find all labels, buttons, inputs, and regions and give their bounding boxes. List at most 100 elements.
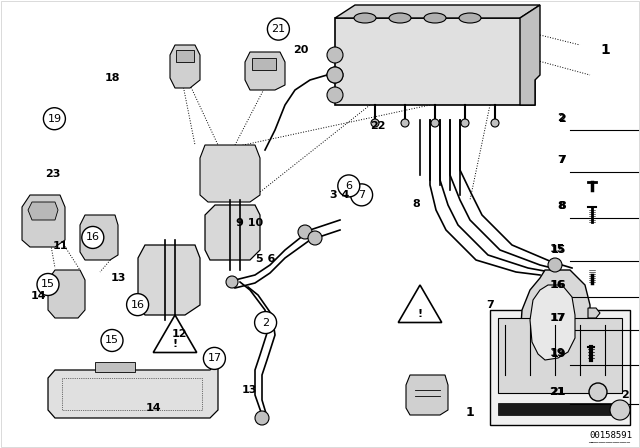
Text: 12: 12 xyxy=(172,329,187,339)
Text: 2: 2 xyxy=(557,113,565,123)
Polygon shape xyxy=(335,5,540,18)
Text: 19: 19 xyxy=(47,114,61,124)
Polygon shape xyxy=(48,362,218,418)
Text: 21: 21 xyxy=(550,387,565,397)
Circle shape xyxy=(548,258,562,272)
Circle shape xyxy=(298,225,312,239)
Text: 7: 7 xyxy=(558,155,566,165)
Bar xyxy=(62,378,202,410)
Text: 16: 16 xyxy=(86,233,100,242)
Circle shape xyxy=(44,108,65,130)
Text: 00158591: 00158591 xyxy=(589,431,632,440)
Circle shape xyxy=(327,67,343,83)
Polygon shape xyxy=(398,285,442,323)
Text: 2: 2 xyxy=(262,318,269,327)
Polygon shape xyxy=(22,195,65,247)
Text: 13: 13 xyxy=(242,385,257,395)
Polygon shape xyxy=(588,308,600,318)
Polygon shape xyxy=(245,52,285,90)
Circle shape xyxy=(255,411,269,425)
Circle shape xyxy=(589,383,607,401)
Polygon shape xyxy=(406,375,448,415)
Bar xyxy=(252,58,276,70)
Text: 13: 13 xyxy=(111,273,126,283)
Circle shape xyxy=(327,47,343,63)
Text: 21: 21 xyxy=(550,387,566,397)
Circle shape xyxy=(101,329,123,352)
Text: 21: 21 xyxy=(271,24,285,34)
Circle shape xyxy=(37,273,59,296)
Text: 8: 8 xyxy=(412,199,420,209)
Text: 14: 14 xyxy=(146,403,161,413)
Bar xyxy=(176,50,194,62)
Text: 8: 8 xyxy=(557,201,565,211)
Polygon shape xyxy=(28,202,58,220)
Circle shape xyxy=(371,119,379,127)
Text: 15: 15 xyxy=(550,245,566,255)
Circle shape xyxy=(491,119,499,127)
Circle shape xyxy=(204,347,225,370)
Text: 20: 20 xyxy=(293,45,308,55)
Text: 2: 2 xyxy=(621,390,629,400)
Text: ____________: ____________ xyxy=(588,437,630,443)
Text: 17: 17 xyxy=(550,313,565,323)
Circle shape xyxy=(226,276,238,288)
Polygon shape xyxy=(138,245,200,315)
Polygon shape xyxy=(200,145,260,202)
Circle shape xyxy=(308,231,322,245)
Circle shape xyxy=(127,293,148,316)
Text: 15: 15 xyxy=(105,336,119,345)
Text: 17: 17 xyxy=(550,313,566,323)
Bar xyxy=(498,318,622,393)
Text: 1: 1 xyxy=(600,43,610,57)
Text: 8: 8 xyxy=(558,201,566,211)
Text: 11: 11 xyxy=(53,241,68,250)
Circle shape xyxy=(461,119,469,127)
Text: 23: 23 xyxy=(45,169,60,179)
Ellipse shape xyxy=(354,13,376,23)
Ellipse shape xyxy=(459,13,481,23)
Text: 16: 16 xyxy=(131,300,145,310)
Text: 7: 7 xyxy=(358,190,365,200)
Text: 7: 7 xyxy=(557,155,565,165)
Text: 7: 7 xyxy=(486,300,494,310)
Polygon shape xyxy=(520,270,590,375)
Bar xyxy=(498,403,622,415)
Text: 6: 6 xyxy=(346,181,352,191)
Text: 15: 15 xyxy=(41,280,55,289)
Ellipse shape xyxy=(389,13,411,23)
Polygon shape xyxy=(48,270,85,318)
Polygon shape xyxy=(153,315,196,353)
Text: !: ! xyxy=(417,309,422,319)
Text: !: ! xyxy=(172,339,177,349)
Text: 19: 19 xyxy=(549,348,565,358)
Text: 19: 19 xyxy=(550,349,566,359)
Text: 17: 17 xyxy=(207,353,221,363)
Polygon shape xyxy=(335,18,535,105)
Polygon shape xyxy=(80,215,118,260)
Text: 16: 16 xyxy=(549,280,565,290)
Text: 14: 14 xyxy=(31,291,46,301)
Circle shape xyxy=(327,87,343,103)
Text: 9 10: 9 10 xyxy=(236,218,263,228)
Text: 2: 2 xyxy=(558,114,566,124)
Polygon shape xyxy=(205,205,260,260)
Polygon shape xyxy=(530,285,575,360)
Text: 16: 16 xyxy=(550,280,566,290)
Circle shape xyxy=(401,119,409,127)
Circle shape xyxy=(610,400,630,420)
Text: 15: 15 xyxy=(550,244,565,254)
Text: 18: 18 xyxy=(104,73,120,83)
Circle shape xyxy=(268,18,289,40)
Ellipse shape xyxy=(424,13,446,23)
Polygon shape xyxy=(520,5,540,105)
Text: 3 4: 3 4 xyxy=(330,190,349,200)
Circle shape xyxy=(327,67,343,83)
Text: 5 6: 5 6 xyxy=(256,254,275,264)
Circle shape xyxy=(338,175,360,197)
Circle shape xyxy=(351,184,372,206)
Text: 22: 22 xyxy=(370,121,385,131)
Polygon shape xyxy=(170,45,200,88)
Bar xyxy=(490,310,630,425)
Bar xyxy=(95,362,135,372)
